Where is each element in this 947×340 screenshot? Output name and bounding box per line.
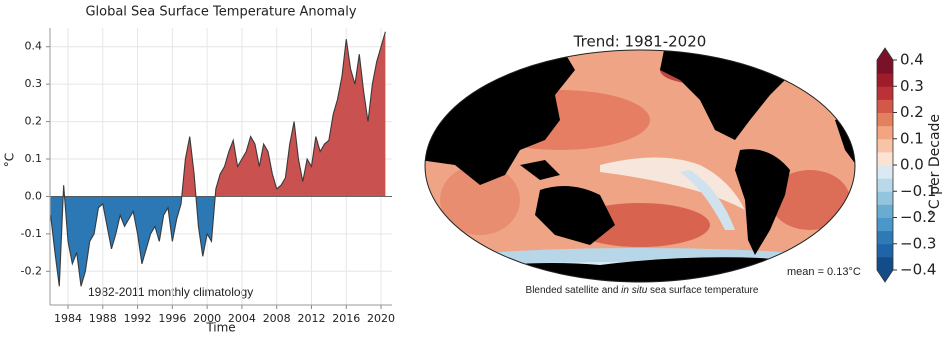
x-tick-label: 1988 (89, 312, 117, 325)
colorbar-band (877, 60, 893, 74)
map (425, 50, 855, 282)
colorbar-band (877, 178, 893, 192)
colorbar-band (877, 230, 893, 245)
colorbar-label: °C per Decade (927, 114, 943, 216)
x-tick-label: 2000 (193, 312, 221, 325)
x-tick-label: 2004 (228, 312, 256, 325)
map-frame (424, 49, 856, 283)
colorbar-tick-label: −0.4 (900, 261, 936, 279)
colorbar-band (877, 99, 893, 113)
y-axis-label: °C (3, 153, 17, 167)
y-tick-label: 0.3 (25, 77, 43, 90)
x-tick-label: 1992 (124, 312, 152, 325)
colorbar-band (877, 165, 893, 179)
colorbar-band (877, 86, 893, 100)
colorbar-band (877, 73, 893, 87)
colorbar-tick-label: −0.2 (900, 208, 936, 226)
colorbar-band (877, 256, 893, 271)
x-tick-label: 2016 (332, 312, 360, 325)
caption-part: in situ (621, 285, 648, 296)
colorbar-band (877, 112, 893, 127)
map-annotation: mean = 0.13°C (787, 266, 861, 278)
y-tick-label: 0.0 (25, 189, 43, 202)
y-tick-label: 0.4 (25, 40, 43, 53)
colorbar-tick-label: 0.3 (900, 77, 924, 95)
y-tick-label: 0.1 (25, 152, 43, 165)
colorbar-tick-label: −0.3 (900, 234, 936, 252)
colorbar-band (877, 138, 893, 153)
colorbar-band (877, 243, 893, 258)
colorbar-band (877, 151, 893, 166)
annotation: 1982-2011 monthly climatology (88, 285, 253, 299)
area-above (63, 31, 386, 197)
colorbar-band (877, 204, 893, 218)
colorbar-tick-label: 0.2 (900, 103, 924, 121)
chart-title: Global Sea Surface Temperature Anomaly (85, 5, 356, 20)
plot: 1984 1988 1992 1996 2000 2004 2008 2012 2016 2020… (21, 28, 395, 325)
colorbar-band (877, 217, 893, 232)
x-tick-label: 2008 (263, 312, 291, 325)
y-tick-label: -0.2 (21, 264, 42, 277)
colorbar-tick-label: 0.0 (900, 156, 924, 174)
x-axis-label: Time (205, 321, 235, 335)
colorbar-tick-label: −0.1 (900, 182, 936, 200)
colorbar-extension (877, 270, 893, 282)
y-tick-label: 0.2 (25, 115, 43, 128)
x-tick-label: 2020 (367, 312, 395, 325)
caption-part: Blended satellite and (526, 285, 622, 296)
colorbar-band (877, 125, 893, 140)
colorbar-tick-label: 0.1 (900, 129, 924, 147)
caption: Blended satellite and in situ sea surfac… (526, 285, 759, 296)
colorbar-tick-label: 0.4 (900, 51, 924, 69)
y-tick-label: -0.1 (21, 227, 42, 240)
colorbar-extension (877, 48, 893, 60)
colorbar-band (877, 191, 893, 205)
line (50, 31, 386, 287)
x-tick-label: 1984 (54, 312, 82, 325)
x-tick-label: 1996 (158, 312, 186, 325)
x-tick-label: 2012 (297, 312, 325, 325)
area-below (50, 196, 386, 287)
caption-part: sea surface temperature (647, 285, 759, 296)
colorbar: 0.4 0.3 0.2 0.1 0.0 −0.1 −0.2 −0.3 −0.4 (876, 47, 936, 283)
map-title: Trend: 1981-2020 (573, 33, 707, 51)
